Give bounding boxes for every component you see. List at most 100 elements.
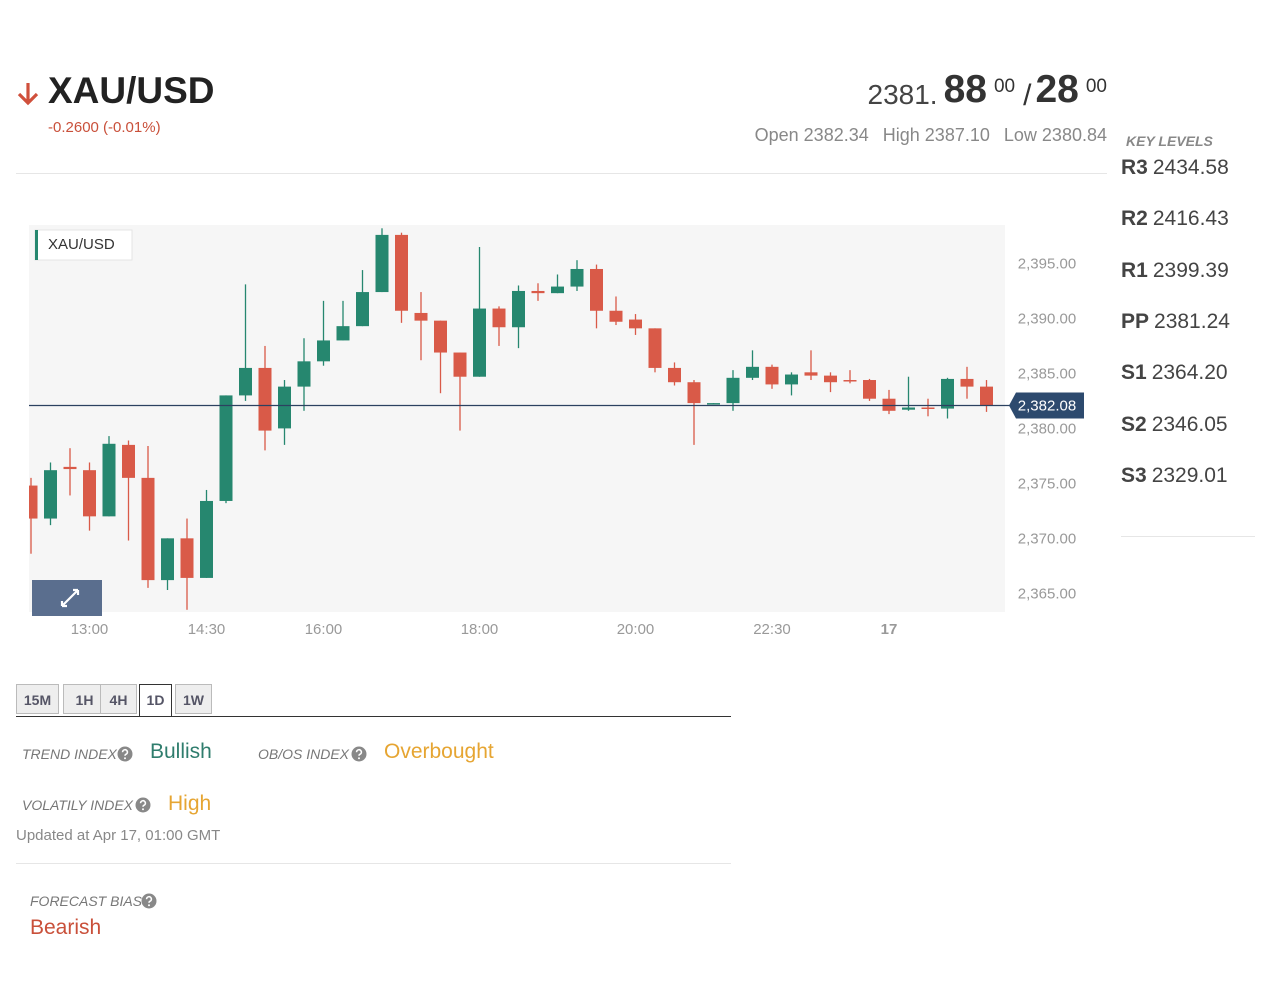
stat-label: Open: [754, 125, 799, 145]
down-arrow-icon: [17, 83, 39, 106]
candle-body: [83, 470, 96, 517]
candle-body: [824, 375, 837, 383]
y-tick-label: 2,375.00: [1018, 475, 1076, 492]
level-name: PP: [1121, 310, 1150, 333]
key-levels-title: KEY LEVELS: [1126, 133, 1213, 149]
plot-area: [29, 225, 1005, 612]
bid-sup: 00: [993, 76, 1016, 97]
candle-body: [317, 340, 330, 362]
y-tick-label: 2,385.00: [1018, 365, 1076, 382]
candle-body: [512, 290, 525, 328]
candle-body: [648, 328, 662, 368]
x-tick-label: 22:30: [753, 621, 791, 638]
level-name: R1: [1121, 259, 1148, 282]
candle-body: [63, 466, 77, 470]
y-tick-label: 2,365.00: [1018, 585, 1076, 602]
candle-body: [336, 326, 350, 341]
divider: [16, 173, 1107, 174]
candle-body: [141, 477, 155, 581]
key-level: R1 2399.39: [1121, 259, 1229, 283]
level-value: 2399.39: [1152, 259, 1229, 282]
stat-value: 2387.10: [924, 125, 990, 145]
stats: Open 2382.34 High 2387.10 Low 2380.84: [755, 125, 1107, 146]
divider: [1121, 536, 1255, 537]
x-tick-label: 13:00: [71, 621, 109, 638]
level-name: R2: [1121, 207, 1148, 230]
key-level: S1 2364.20: [1121, 361, 1228, 385]
timeframe-tab[interactable]: 4H: [100, 684, 137, 714]
candle-body: [570, 268, 584, 287]
level-name: S1: [1121, 361, 1147, 384]
tabs-underline: [16, 716, 731, 717]
help-icon[interactable]: [117, 746, 133, 762]
stat-value: 2382.34: [803, 125, 869, 145]
candle-body: [941, 378, 954, 409]
legend-box: [34, 229, 133, 261]
candle-body: [980, 386, 993, 406]
price-tag: [1009, 392, 1084, 419]
symbol: XAU/USD: [48, 70, 215, 111]
candle-body: [843, 380, 857, 382]
trend-value: Bullish: [150, 740, 212, 763]
help-icon[interactable]: [135, 797, 151, 813]
candle-body: [492, 308, 506, 328]
level-name: R3: [1121, 156, 1148, 179]
obos-label: OB/OS INDEX: [258, 746, 350, 762]
candle-body: [531, 290, 545, 294]
key-level: S2 2346.05: [1121, 413, 1228, 437]
y-tick-label: 2,370.00: [1018, 530, 1076, 547]
candle-body: [239, 367, 252, 396]
key-level: PP 2381.24: [1121, 310, 1230, 334]
timeframe-tab[interactable]: 15M: [16, 684, 59, 714]
candle-body: [200, 500, 213, 578]
candle-body: [453, 352, 467, 377]
level-name: S3: [1121, 464, 1147, 487]
candle-body: [668, 367, 681, 383]
candle-body: [29, 485, 38, 519]
candle-body: [921, 407, 935, 410]
change: -0.2600 (-0.01%): [48, 119, 161, 136]
candle-body: [863, 380, 876, 399]
timeframe-tab[interactable]: 1W: [175, 684, 212, 714]
ask-decimals: 28: [1035, 68, 1079, 111]
ask-sup: 00: [1085, 76, 1107, 97]
stat: Low 2380.84: [1004, 125, 1107, 146]
chart: XAU/USD 2,365.00 2,370.00 2,375.00 2,380.00…: [29, 225, 1084, 638]
candle-body: [590, 268, 603, 311]
timeframe-tab[interactable]: 1H: [63, 684, 106, 714]
candle-body: [414, 312, 428, 321]
candle-body: [375, 234, 389, 293]
help-icon[interactable]: [141, 893, 157, 909]
key-level: R2 2416.43: [1121, 207, 1229, 231]
y-tick-label: 2,395.00: [1018, 255, 1076, 272]
candle-body: [746, 366, 759, 378]
candle-body: [297, 361, 311, 387]
level-value: 2346.05: [1151, 413, 1228, 436]
stat: Open 2382.34: [755, 125, 869, 146]
candle-body: [902, 407, 915, 410]
candle-body: [726, 377, 740, 404]
expand-button[interactable]: [32, 580, 102, 616]
timeframe-tab[interactable]: 1D: [139, 684, 172, 717]
candle-body: [395, 234, 408, 311]
price-quote: 2381. 88 00 / 28 00: [868, 68, 1107, 113]
divider: [16, 863, 731, 864]
candle-body: [434, 320, 447, 353]
candle-body: [278, 386, 291, 429]
candle-body: [473, 308, 486, 377]
y-tick-label: 2,380.00: [1018, 420, 1076, 437]
price-tag-label: 2,382.08: [1018, 398, 1076, 415]
volatility-value: High: [168, 792, 212, 815]
level-value: 2329.01: [1151, 464, 1228, 487]
candle-body: [785, 374, 798, 385]
obos-value: Overbought: [384, 740, 494, 763]
level-value: 2416.43: [1152, 207, 1229, 230]
bid-main: 2381.: [867, 79, 938, 110]
help-icon[interactable]: [351, 746, 367, 762]
candle-body: [551, 286, 564, 294]
x-tick-label: 18:00: [461, 621, 499, 638]
key-level: R3 2434.58: [1121, 156, 1229, 180]
candle-body: [687, 382, 701, 404]
candle-body: [609, 310, 623, 322]
candle-body: [258, 367, 272, 431]
